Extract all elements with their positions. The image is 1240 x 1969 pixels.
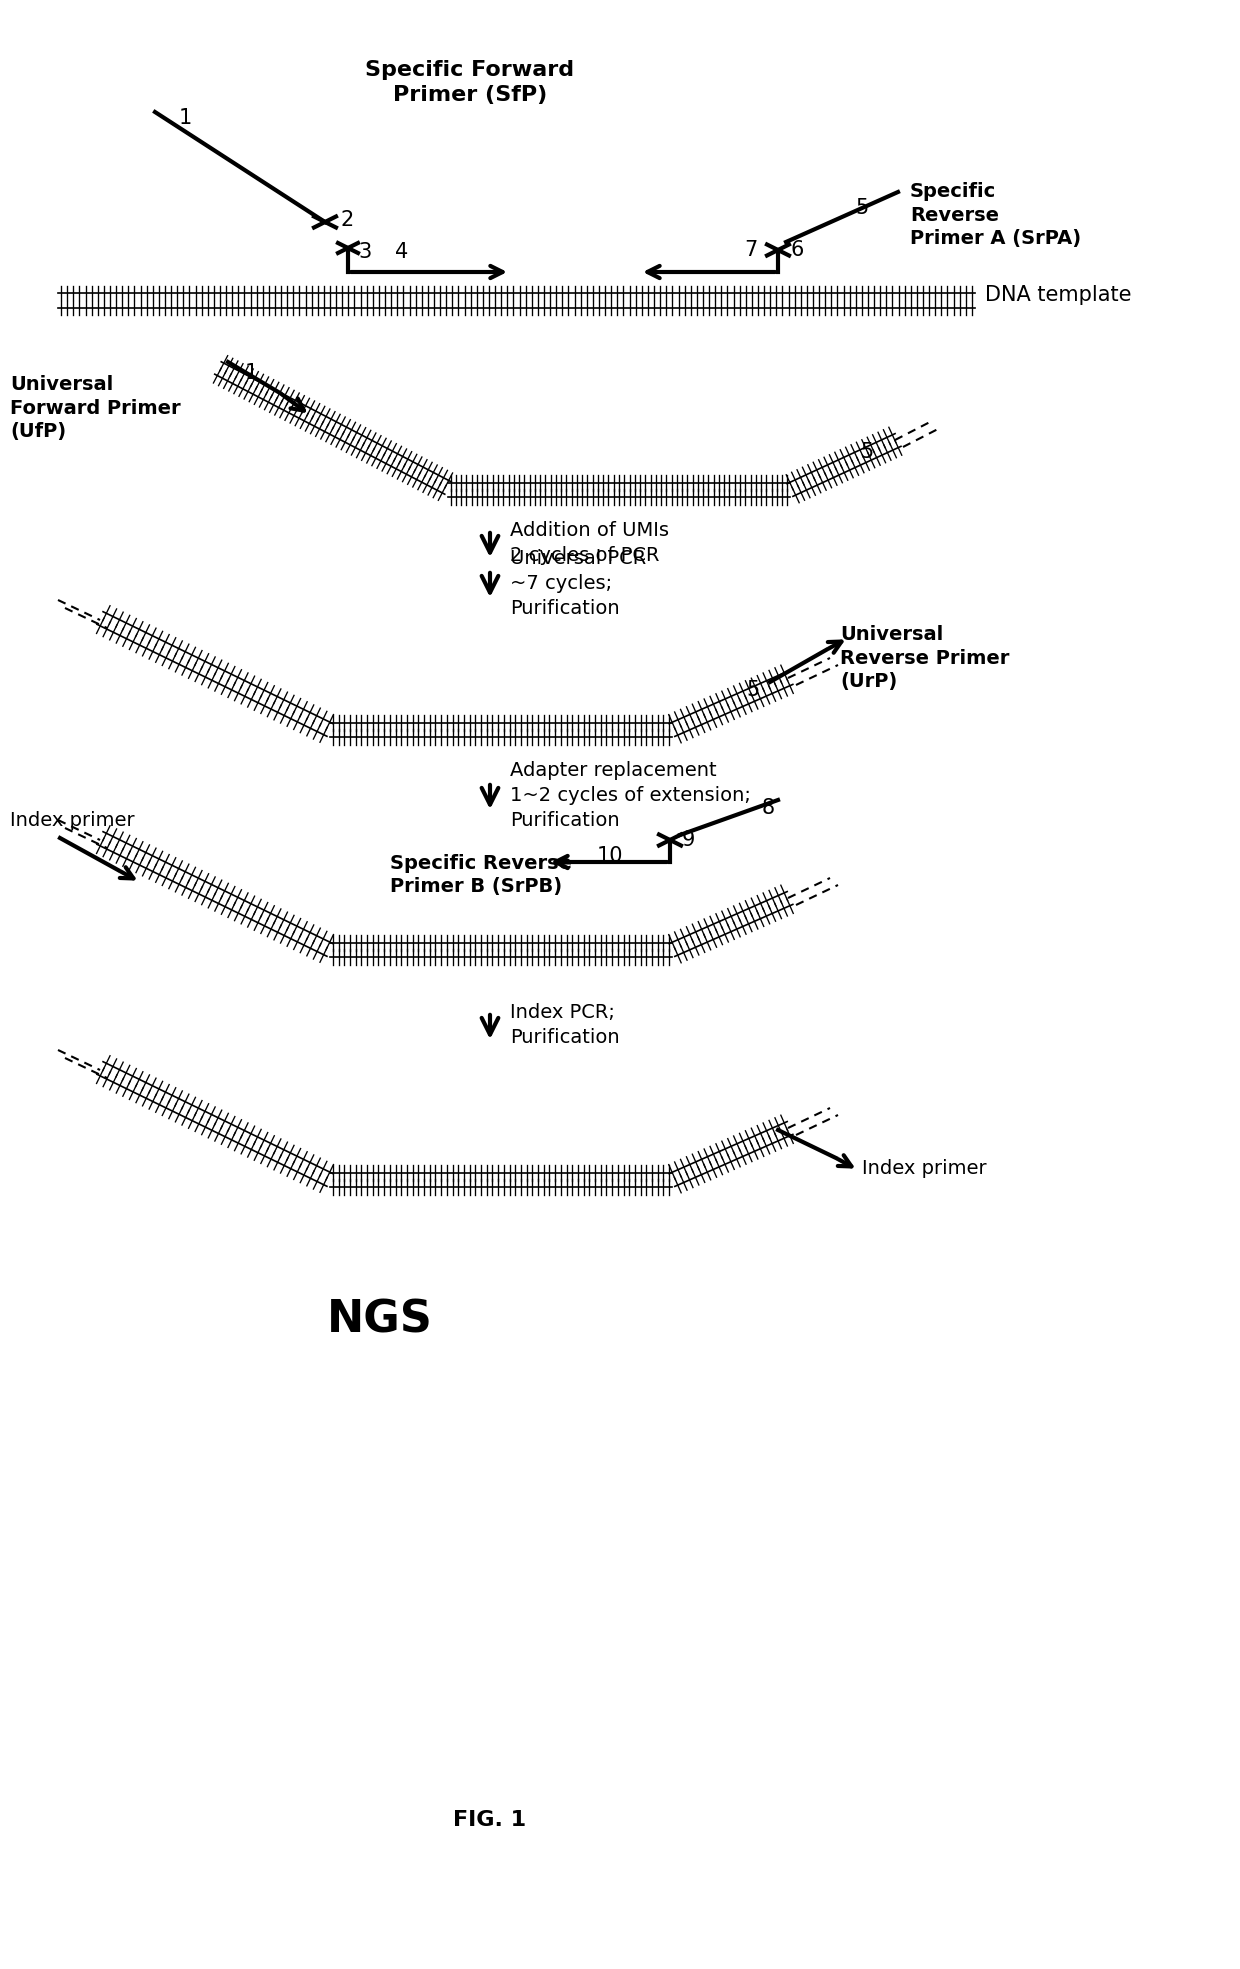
- Text: Addition of UMIs
2 cycles of PCR: Addition of UMIs 2 cycles of PCR: [510, 522, 670, 565]
- Text: 8: 8: [763, 797, 775, 817]
- Text: 5: 5: [861, 441, 873, 463]
- Text: Specific Forward
Primer (SfP): Specific Forward Primer (SfP): [366, 59, 574, 104]
- Text: 4: 4: [396, 242, 408, 262]
- Text: Universal
Reverse Primer
(UrP): Universal Reverse Primer (UrP): [839, 624, 1009, 691]
- Text: 2: 2: [340, 211, 353, 230]
- Text: 10: 10: [596, 847, 624, 866]
- Text: 1: 1: [246, 362, 258, 384]
- Text: 5: 5: [746, 679, 760, 701]
- Text: Index PCR;
Purification: Index PCR; Purification: [510, 1002, 620, 1048]
- Text: 6: 6: [790, 240, 804, 260]
- Text: Index primer: Index primer: [862, 1158, 987, 1177]
- Text: 3: 3: [358, 242, 371, 262]
- Text: Universal PCR
~7 cycles;
Purification: Universal PCR ~7 cycles; Purification: [510, 549, 646, 618]
- Text: Index primer: Index primer: [10, 811, 135, 829]
- Text: 1: 1: [179, 108, 192, 128]
- Text: NGS: NGS: [327, 1298, 433, 1341]
- Text: Universal
Forward Primer
(UfP): Universal Forward Primer (UfP): [10, 374, 181, 441]
- Text: 9: 9: [682, 831, 696, 851]
- Text: 7: 7: [745, 240, 758, 260]
- Text: DNA template: DNA template: [985, 286, 1131, 305]
- Text: 5: 5: [856, 199, 868, 219]
- Text: Specific Reverse
Primer B (SrPB): Specific Reverse Primer B (SrPB): [391, 855, 572, 896]
- Text: Specific
Reverse
Primer A (SrPA): Specific Reverse Primer A (SrPA): [910, 181, 1081, 248]
- Text: Adapter replacement
1~2 cycles of extension;
Purification: Adapter replacement 1~2 cycles of extens…: [510, 760, 751, 829]
- Text: FIG. 1: FIG. 1: [454, 1810, 527, 1829]
